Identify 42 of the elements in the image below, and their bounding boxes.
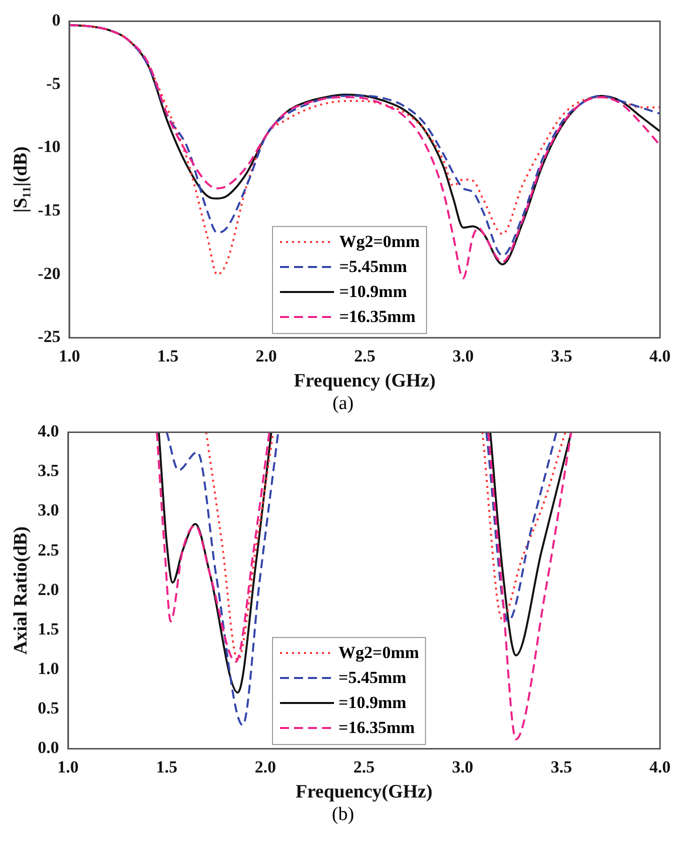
y-tick-label: -25 — [38, 327, 60, 346]
x-tick-label: 4.0 — [649, 757, 671, 776]
y-tick-label: 2.5 — [38, 540, 60, 560]
y-tick-label: 1.5 — [38, 619, 60, 638]
legend-label: Wg2=0mm — [339, 232, 420, 252]
legend-label: =16.35mm — [339, 307, 416, 328]
y-tick-label: 3.0 — [38, 500, 60, 520]
x-tick-label: 1.0 — [58, 346, 80, 366]
x-tick-label: 3.0 — [452, 757, 474, 776]
text: (b) — [330, 804, 356, 827]
y-tick-label: 1.0 — [38, 659, 60, 678]
legend-label: =10.9mm — [338, 693, 406, 714]
legend-label: =16.35mm — [338, 718, 415, 738]
text: (a) — [331, 393, 355, 416]
y-tick-label: -5 — [46, 74, 60, 93]
x-axis-title: Frequency (GHz) — [294, 370, 436, 392]
y-tick-label: 0 — [52, 10, 60, 30]
x-tick-label: 3.5 — [550, 346, 572, 366]
y-tick-label: -20 — [38, 264, 60, 283]
x-tick-label: 3.0 — [452, 346, 474, 366]
x-tick-label: 1.5 — [157, 346, 179, 366]
y-tick-label: -10 — [38, 137, 60, 156]
legend-label: =5.45mm — [338, 668, 406, 688]
y-tick-label: 0.0 — [38, 738, 60, 758]
x-tick-label: 2.5 — [353, 757, 375, 776]
y-tick-label: 0.5 — [38, 698, 60, 718]
x-tick-label: 2.0 — [254, 757, 276, 776]
y-tick-label: 3.5 — [38, 461, 60, 480]
y-axis-title: |S₁₁|(dB) — [10, 146, 32, 213]
x-tick-label: 2.0 — [256, 346, 277, 366]
y-tick-label: 2.0 — [38, 580, 60, 599]
y-tick-label: 4.0 — [38, 422, 60, 441]
x-tick-label: 3.5 — [550, 757, 572, 776]
y-axis-title: Axial Ratio(dB) — [10, 526, 32, 655]
legend-label: =5.45mm — [339, 257, 407, 278]
x-tick-label: 4.0 — [649, 346, 671, 366]
y-tick-label: -15 — [38, 200, 60, 220]
x-tick-label: 1.5 — [156, 757, 178, 776]
legend-label: =10.9mm — [339, 282, 407, 302]
x-tick-label: 2.5 — [354, 346, 376, 366]
legend-label: Wg2=0mm — [338, 643, 420, 664]
x-axis-title: Frequency(GHz) — [296, 782, 432, 803]
